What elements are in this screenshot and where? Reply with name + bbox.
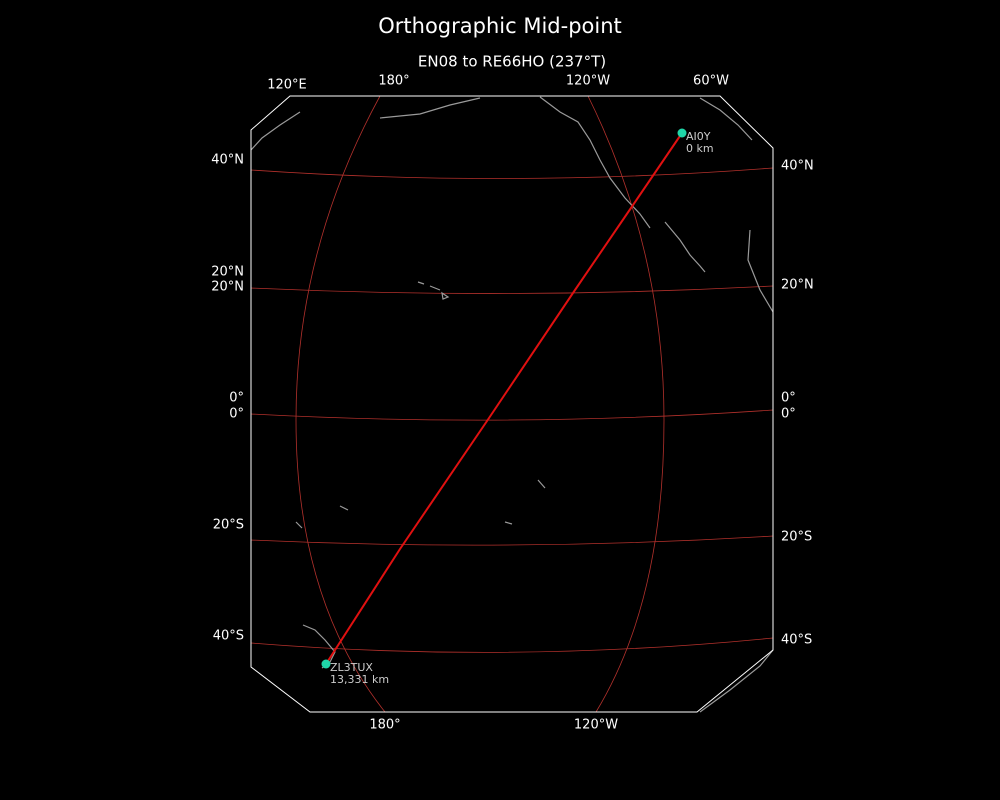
- station-marker: [321, 659, 331, 669]
- great-circle-path: [325, 132, 683, 665]
- lon-label: 120°E: [267, 78, 307, 93]
- subtitle: EN08 to RE66HO (237°T): [418, 53, 606, 71]
- lon-label: 180°: [369, 718, 400, 733]
- lat-label: 0°: [229, 407, 244, 422]
- graticule: [250, 95, 774, 713]
- station-marker: [677, 128, 687, 138]
- lat-label: 20°N: [781, 278, 814, 293]
- station-distance: 13,331 km: [330, 673, 389, 686]
- lat-label: 0°: [781, 391, 796, 406]
- station-name: ZL3TUX: [330, 661, 373, 674]
- lat-label: 0°: [229, 391, 244, 406]
- lat-label: 40°N: [781, 159, 814, 174]
- station-name: AI0Y: [686, 130, 711, 143]
- lat-label: 40°S: [213, 629, 244, 644]
- lat-label: 20°N: [211, 280, 244, 295]
- lat-label: 40°N: [211, 153, 244, 168]
- map-frame: [250, 95, 774, 713]
- coastlines: [250, 96, 774, 713]
- lon-label: 60°W: [693, 74, 729, 89]
- lat-label: 20°N: [211, 265, 244, 280]
- title: Orthographic Mid-point: [378, 14, 622, 38]
- lat-label: 0°: [781, 407, 796, 422]
- lon-label: 120°W: [566, 74, 610, 89]
- lat-label: 20°S: [213, 518, 244, 533]
- lat-label: 40°S: [781, 633, 812, 648]
- lat-label: 20°S: [781, 530, 812, 545]
- lon-label: 180°: [378, 74, 409, 89]
- lon-label: 120°W: [574, 718, 618, 733]
- station-distance: 0 km: [686, 142, 714, 155]
